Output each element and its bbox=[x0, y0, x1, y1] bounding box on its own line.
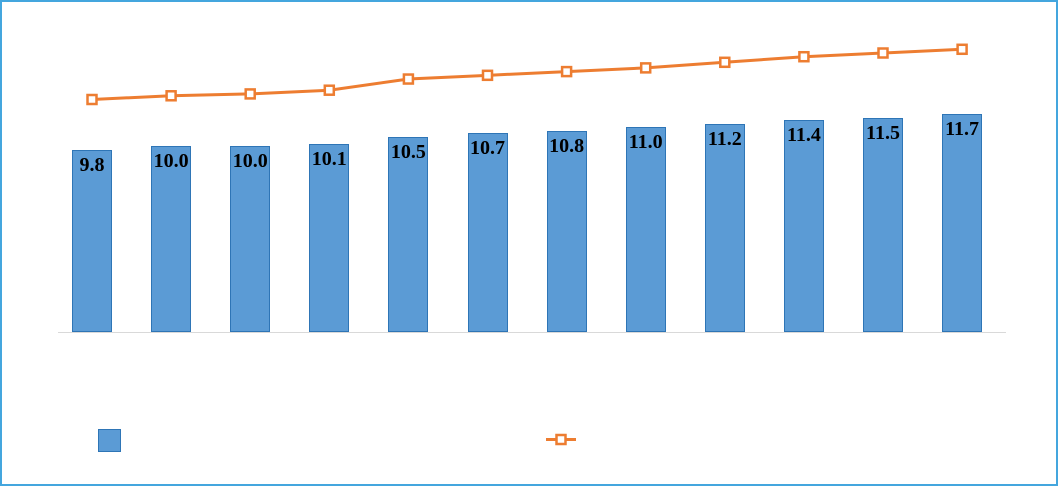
x-axis-line bbox=[58, 332, 1006, 333]
line-marker bbox=[560, 65, 573, 78]
bar bbox=[467, 132, 508, 332]
line-marker bbox=[481, 69, 494, 82]
line-marker bbox=[956, 43, 968, 56]
bar bbox=[783, 119, 824, 332]
bar bbox=[230, 146, 271, 332]
bar bbox=[388, 136, 429, 332]
bar-value-label: 10.1 bbox=[311, 148, 347, 171]
line-path bbox=[91, 47, 963, 101]
line-marker bbox=[86, 93, 98, 106]
bar-value-label: 11.0 bbox=[628, 131, 663, 154]
bar-value-label: 10.0 bbox=[153, 150, 189, 172]
bar-value-label: 10.5 bbox=[390, 140, 426, 163]
bar bbox=[309, 144, 350, 332]
bar-value-label: 10.0 bbox=[232, 150, 268, 172]
bar-value-label: 9.8 bbox=[79, 153, 105, 176]
line-marker bbox=[244, 88, 256, 100]
bar-value-label: 11.4 bbox=[786, 123, 821, 146]
bar-value-label: 11.5 bbox=[866, 122, 900, 145]
line-marker bbox=[402, 73, 415, 85]
bar bbox=[151, 146, 192, 332]
bar bbox=[625, 127, 666, 332]
line-marker bbox=[877, 47, 889, 59]
bar bbox=[546, 131, 587, 332]
bar bbox=[704, 123, 745, 332]
bar-value-label: 11.7 bbox=[945, 118, 980, 141]
line-marker bbox=[719, 56, 731, 69]
bar bbox=[72, 149, 112, 332]
bar-value-label: 10.7 bbox=[470, 136, 505, 159]
bar bbox=[863, 118, 903, 332]
line-marker bbox=[323, 84, 336, 96]
line-marker bbox=[798, 50, 810, 63]
line-marker bbox=[639, 62, 652, 74]
bar-value-label: 10.8 bbox=[549, 135, 585, 158]
bar-value-label: 11.2 bbox=[707, 127, 742, 150]
bar bbox=[942, 114, 983, 332]
line-marker bbox=[165, 90, 177, 102]
